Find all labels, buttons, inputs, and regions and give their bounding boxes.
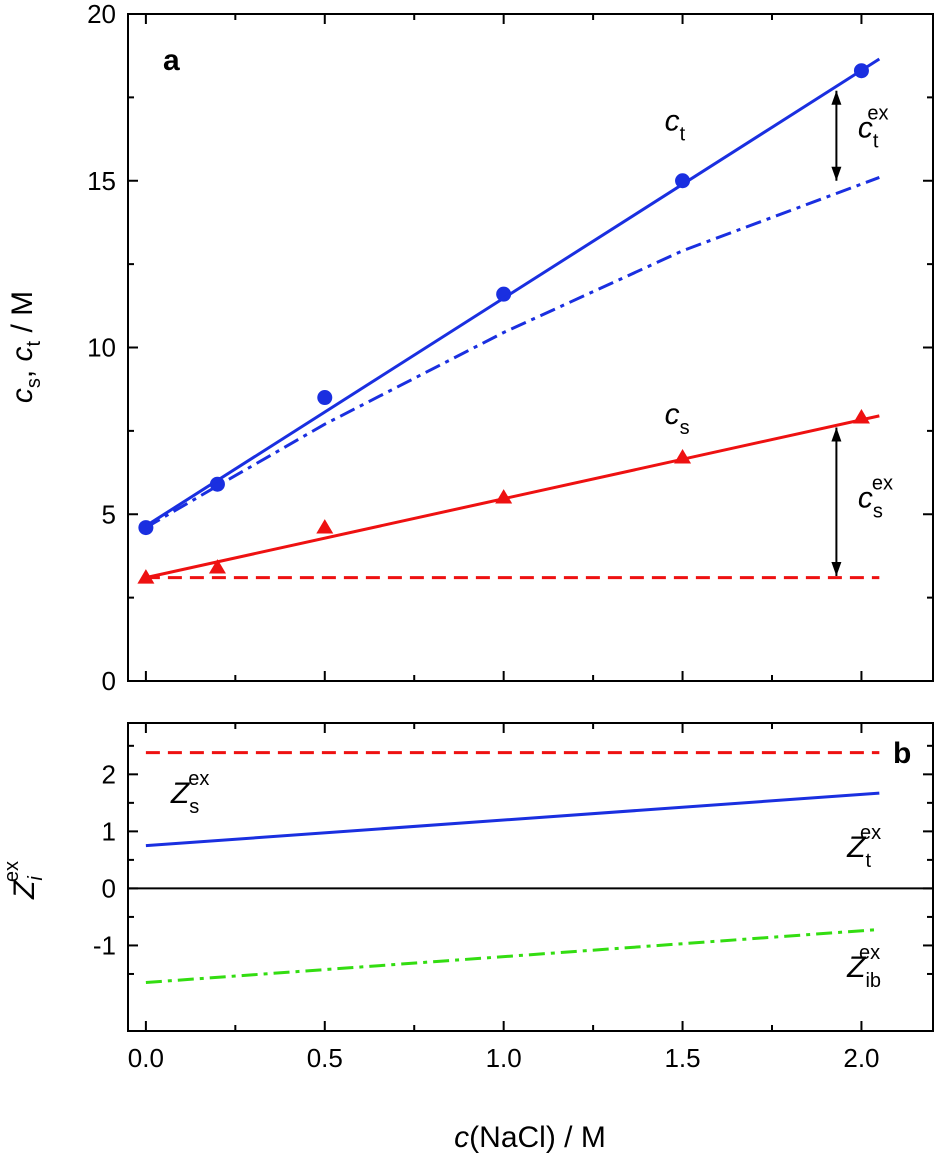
panel-a-letter: a — [163, 44, 180, 77]
panel-a-arrow-head-1 — [831, 166, 842, 181]
panel-a-ct_fit-line — [145, 57, 881, 528]
panel-a-ct_points-point — [317, 390, 333, 406]
y-axis-title-a: cs, ct / M — [6, 291, 45, 403]
panel-a-arrow-head-2 — [831, 561, 842, 576]
panel-a-label-ct: ct — [665, 105, 686, 146]
panel-b-plot: Zsex Ztex Zibex — [128, 751, 933, 992]
x-tick-label: 0.0 — [128, 1043, 164, 1073]
panel-a-cs_points-point — [316, 519, 334, 534]
panel-a-y-tick-label: 15 — [87, 166, 116, 196]
panel-b-zib-line — [145, 927, 880, 985]
panel-b-y-tick-label: 0 — [102, 873, 116, 903]
panel-a-ct_points-point — [496, 286, 512, 302]
panel-a-plot: ct ctex cs csex — [137, 57, 893, 584]
panel-b-zt-line — [145, 791, 880, 848]
panel-a-label-cs: cs — [665, 398, 690, 439]
panel-a-arrow-head-2 — [831, 427, 842, 442]
panel-a-cs_points-point — [208, 559, 226, 574]
x-tick-label: 1.0 — [486, 1043, 522, 1073]
panel-a-label-ct_ex: ctex — [858, 102, 889, 152]
panel-b-frame — [127, 722, 934, 1032]
panel-a-y-tick-label: 0 — [102, 666, 116, 696]
panel-a-ct_points-point — [675, 173, 691, 189]
x-tick-label: 1.5 — [664, 1043, 700, 1073]
x-tick-label: 0.5 — [307, 1043, 343, 1073]
panel-a-y-tick-label: 5 — [102, 499, 116, 529]
panel-a-y-tick-label: 10 — [87, 333, 116, 363]
tick-layer: 0 5 10 15 20 0.0 0.5 1.0 1.5 2.0 -1 0 1 2 — [87, 0, 933, 1073]
y-axis-title-b: Ziex — [1, 861, 47, 900]
panel-b-label-zs: Zsex — [170, 768, 209, 818]
panel-b-y-tick-label: -1 — [93, 930, 116, 960]
panel-a-y-tick-label: 20 — [87, 0, 116, 29]
panel-b-label-zib: Zibex — [846, 942, 881, 992]
x-tick-label: 2.0 — [843, 1043, 879, 1073]
panel-b-letter: b — [893, 737, 911, 770]
panel-b-y-tick-label: 2 — [102, 759, 116, 789]
panel-a-arrow-head-1 — [831, 90, 842, 105]
panel-b-y-tick-label: 1 — [102, 816, 116, 846]
panel-a-label-cs_ex: csex — [858, 473, 893, 523]
panel-a-cs_fit-line — [145, 414, 880, 580]
panel-a-ct_ideal-line — [145, 176, 880, 529]
panel-b-label-zt: Ztex — [846, 822, 881, 872]
x-axis-title: c(NaCl) / M — [454, 1121, 606, 1154]
panel-a-frame — [127, 13, 934, 682]
